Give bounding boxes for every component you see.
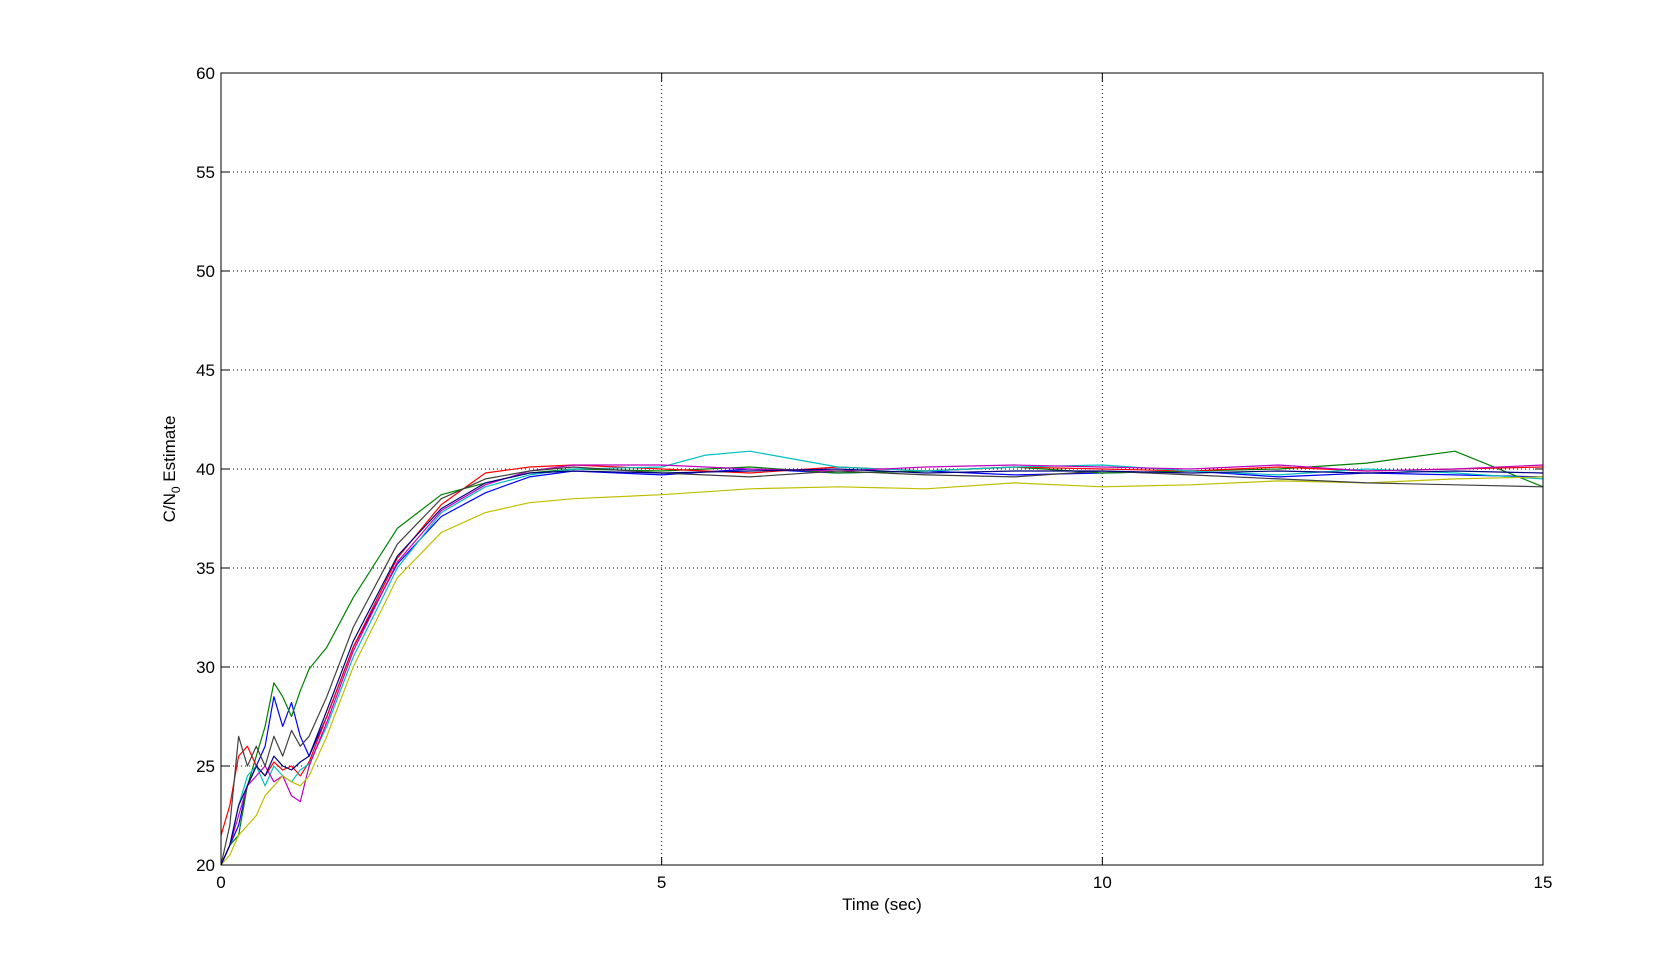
- y-tick-label: 20: [196, 856, 215, 875]
- series-line-7: [220, 466, 1544, 866]
- y-tick-label: 45: [196, 361, 215, 380]
- x-axis-label: Time (sec): [842, 895, 922, 914]
- y-tick-label: 40: [196, 460, 215, 479]
- series-line-8: [220, 468, 1544, 866]
- y-tick-label: 35: [196, 559, 215, 578]
- series-line-6: [220, 476, 1544, 866]
- y-axis-label: C/N0 Estimate: [160, 416, 183, 523]
- y-tick-label: 55: [196, 163, 215, 182]
- y-axis-label-subscript: 0: [169, 486, 183, 493]
- x-tick-label: 5: [657, 873, 666, 892]
- y-axis-label-rest: Estimate: [160, 416, 179, 487]
- y-tick-label: 25: [196, 757, 215, 776]
- x-tick-label: 0: [216, 873, 225, 892]
- y-tick-label: 30: [196, 658, 215, 677]
- y-tick-label: 50: [196, 262, 215, 281]
- series-lines: [220, 450, 1544, 866]
- axis-ticks: 0 5 10 15 20 25 30 35 40 45 50 55 60: [196, 64, 1552, 892]
- y-axis-label-main: C/N: [160, 493, 179, 522]
- y-tick-label: 60: [196, 64, 215, 83]
- x-tick-label: 15: [1534, 873, 1553, 892]
- series-line-4: [220, 450, 1544, 866]
- x-tick-label: 10: [1093, 873, 1112, 892]
- series-line-5: [220, 464, 1544, 866]
- grid-lines: [221, 73, 1543, 865]
